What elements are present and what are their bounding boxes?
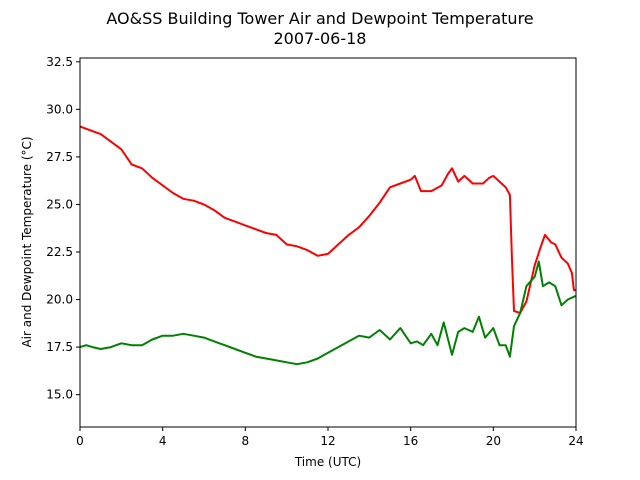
x-axis-ticks: 0 4 8 12 16 20 24	[76, 427, 584, 448]
y-tick-label: 25.0	[46, 197, 73, 211]
y-tick-label: 27.5	[46, 150, 73, 164]
y-tick-label: 22.5	[46, 245, 73, 259]
x-tick-label: 0	[76, 434, 84, 448]
y-axis-ticks: 15.0 17.5 20.0 22.5 25.0 27.5 30.0 32.5	[46, 55, 80, 402]
series-line-2	[79, 260, 577, 366]
x-tick-label: 12	[320, 434, 335, 448]
series-line-1	[79, 125, 576, 314]
x-tick-label: 8	[242, 434, 250, 448]
y-tick-label: 32.5	[46, 55, 73, 69]
y-tick-label: 15.0	[46, 388, 73, 402]
x-tick-label: 4	[159, 434, 167, 448]
chart-title: AO&SS Building Tower Air and Dewpoint Te…	[106, 9, 533, 28]
x-tick-label: 16	[403, 434, 418, 448]
x-tick-label: 24	[568, 434, 583, 448]
chart-subtitle: 2007-06-18	[274, 29, 367, 48]
x-tick-label: 20	[486, 434, 501, 448]
y-tick-label: 20.0	[46, 293, 73, 307]
plot-lines	[79, 125, 577, 366]
y-axis-label: Air and Dewpoint Temperature (°C)	[20, 136, 34, 347]
plot-frame	[79, 57, 577, 428]
y-tick-label: 17.5	[46, 340, 73, 354]
x-axis-label: Time (UTC)	[294, 455, 361, 469]
y-tick-label: 30.0	[46, 102, 73, 116]
